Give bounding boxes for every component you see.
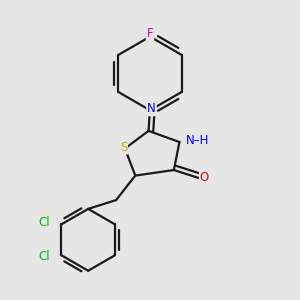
Text: N–H: N–H <box>186 134 210 147</box>
Text: O: O <box>200 172 209 184</box>
Text: Cl: Cl <box>38 216 50 230</box>
Text: N: N <box>147 102 156 115</box>
Text: S: S <box>120 141 127 154</box>
Text: F: F <box>147 27 153 40</box>
Text: Cl: Cl <box>38 250 50 263</box>
